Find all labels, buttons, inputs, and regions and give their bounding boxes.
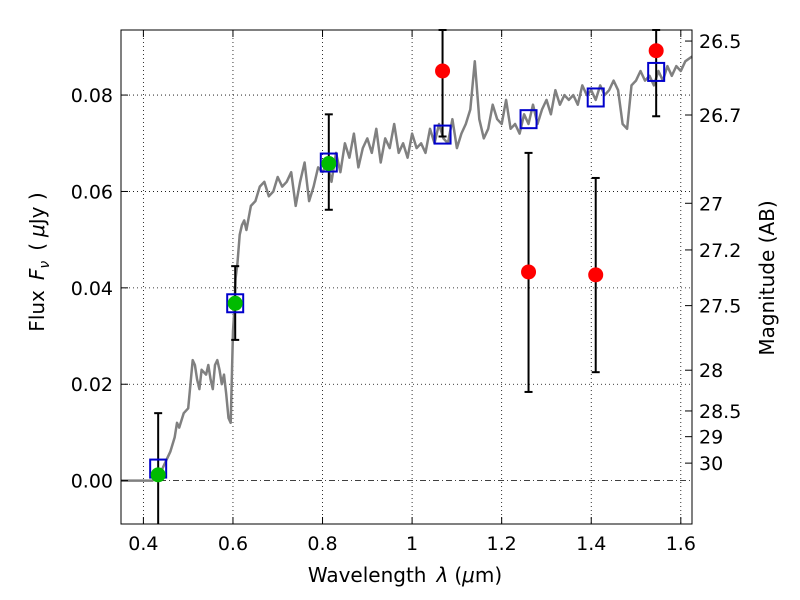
non-detection-point [648,43,664,59]
y-axis-label: FluxFν(μJy ) [25,192,53,331]
detection-point [227,295,243,311]
magnitude-tick-label: 29 [699,427,723,449]
model-photometry-box [319,152,338,173]
x-tick-label: 0.4 [128,533,158,555]
non-detection-point [588,267,604,283]
magnitude-tick-label: 26.5 [699,31,741,53]
x-tick-label: 1 [406,533,418,555]
x-tick-label: 0.8 [307,533,337,555]
non-detection-point [435,63,451,79]
magnitude-tick-label: 28.5 [699,401,741,423]
non-detection-point [521,264,537,280]
model-spectrum-line [121,55,693,482]
x-tick-label: 1.6 [666,533,696,555]
x-tick-label: 0.6 [218,533,248,555]
model-photometry-box [647,61,666,82]
magnitude-tick-label: 26.7 [699,105,741,127]
y-tick-label: 0.08 [71,85,113,107]
model-photometry-box [586,87,605,108]
y-tick-label: 0.06 [71,181,113,203]
axis-labels: 0.4 0.6 0.8 1 1.2 1.4 1.6 0.00 0.02 0.04 0.06 0.08 2… [71,31,742,555]
y-tick-label: 0.04 [71,278,113,300]
x-tick-label: 1.4 [576,533,606,555]
axis-ticks [121,30,692,524]
y-tick-label: 0.00 [71,471,113,493]
detection-point [150,467,166,483]
model-photometry-box [433,124,452,145]
magnitude-axis-label: Magnitude (AB) [755,200,779,355]
detection-point [321,156,337,172]
model-photometry-box [519,109,538,130]
plot-frame [120,29,693,525]
data-markers [149,43,666,483]
x-axis-label: Wavelength λ (μm) [308,563,502,587]
magnitude-tick-label: 27.5 [699,296,741,318]
model-photometry-box [226,293,245,314]
y-tick-label: 0.02 [71,374,113,396]
magnitude-tick-label: 28 [699,360,723,382]
x-tick-label: 1.2 [487,533,517,555]
model-spectrum [121,55,693,482]
magnitude-tick-label: 27.2 [699,240,741,262]
magnitude-tick-label: 27 [699,193,723,215]
magnitude-tick-label: 30 [699,453,723,475]
